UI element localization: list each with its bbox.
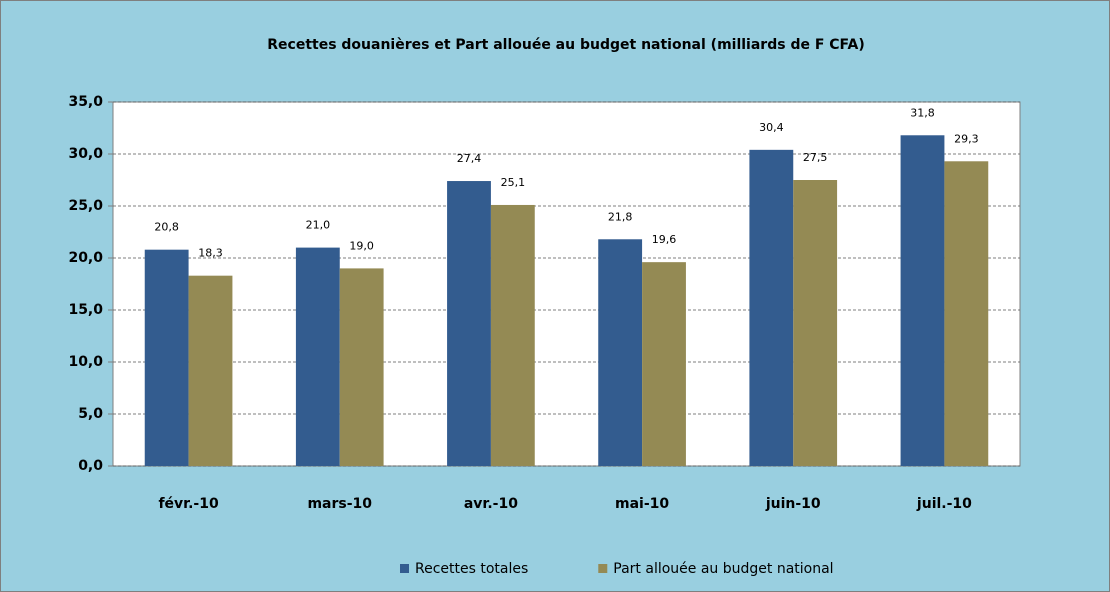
bar [900, 135, 945, 466]
bar [490, 204, 535, 466]
bar [793, 180, 838, 466]
bar [944, 161, 989, 466]
y-tick-label: 20,0 [68, 250, 103, 266]
data-label: 30,4 [759, 121, 784, 134]
x-tick-label: févr.-10 [158, 496, 218, 512]
bar [339, 268, 384, 466]
bar [188, 275, 233, 466]
y-tick-label: 15,0 [68, 302, 103, 318]
legend-swatch [598, 564, 608, 573]
data-label: 27,5 [803, 151, 828, 164]
data-label: 31,8 [910, 106, 935, 119]
bar [295, 247, 340, 466]
y-tick-label: 5,0 [78, 406, 103, 422]
y-tick-label: 0,0 [78, 458, 103, 474]
legend-label: Recettes totales [415, 561, 528, 577]
legend-label: Part allouée au budget national [613, 561, 833, 577]
data-label: 19,6 [652, 233, 677, 246]
bar [598, 239, 643, 466]
data-label: 21,0 [306, 219, 331, 232]
data-label: 20,8 [154, 221, 179, 234]
data-label: 27,4 [457, 152, 482, 165]
x-tick-label: avr.-10 [464, 496, 518, 512]
plot-area [112, 101, 1021, 467]
x-tick-label: mai-10 [615, 496, 669, 512]
data-label: 19,0 [349, 239, 374, 252]
bar [642, 262, 686, 466]
bar [749, 149, 794, 466]
data-label: 21,8 [608, 210, 633, 223]
legend-swatch [400, 564, 409, 573]
chart-title: Recettes douanières et Part allouée au b… [267, 37, 864, 53]
y-tick-label: 35,0 [68, 94, 103, 110]
y-tick-label: 10,0 [68, 354, 103, 370]
data-label: 18,3 [198, 247, 223, 260]
y-tick-label: 30,0 [68, 146, 103, 162]
y-tick-label: 25,0 [68, 198, 103, 214]
data-label: 25,1 [501, 176, 526, 189]
data-label: 29,3 [954, 132, 979, 145]
x-tick-label: juin-10 [765, 496, 821, 512]
bar [447, 181, 491, 467]
bar [144, 249, 189, 466]
x-tick-label: juil.-10 [916, 496, 972, 512]
x-tick-label: mars-10 [307, 496, 372, 512]
